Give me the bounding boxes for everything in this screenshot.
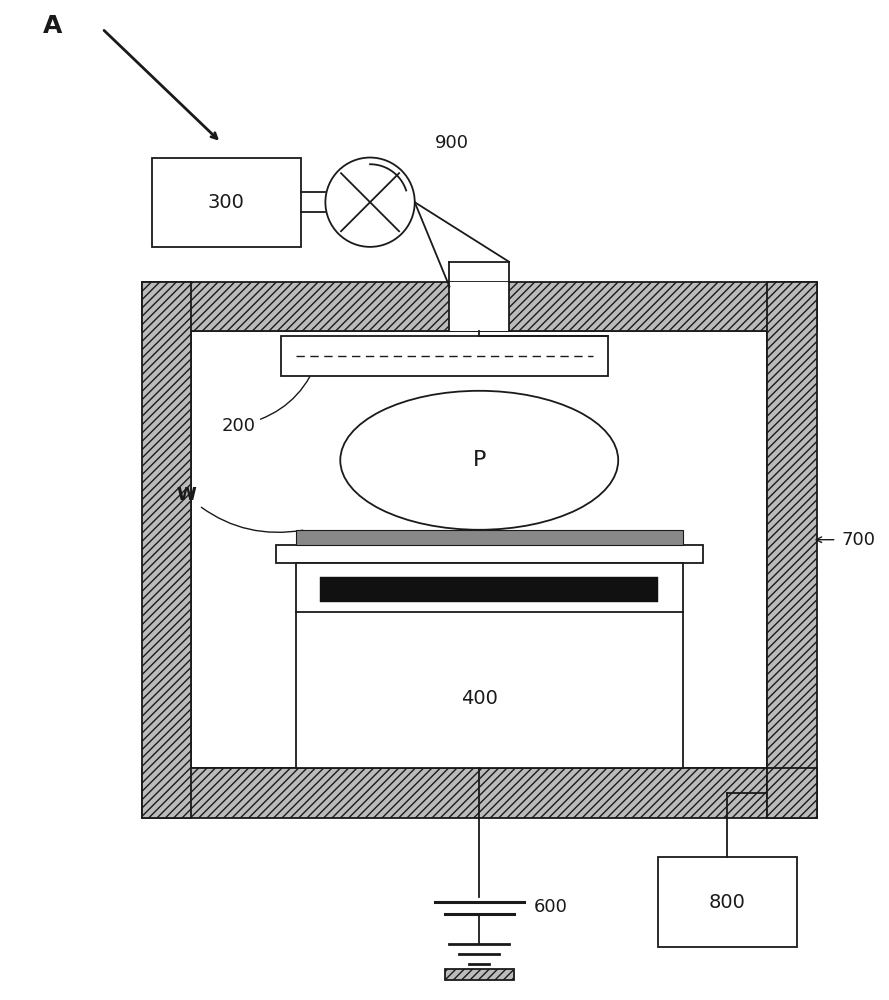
Text: 900: 900 — [435, 134, 469, 152]
Bar — [191, 331, 767, 768]
Bar — [276, 545, 702, 563]
Bar — [296, 530, 683, 545]
Text: W: W — [177, 486, 303, 532]
Text: A: A — [43, 14, 62, 38]
Text: P: P — [473, 450, 486, 470]
Text: 400: 400 — [461, 689, 498, 708]
Bar — [767, 768, 817, 818]
Bar — [141, 768, 817, 818]
Bar — [152, 158, 300, 247]
Bar — [767, 282, 817, 818]
Bar — [450, 282, 509, 331]
Bar — [296, 563, 683, 768]
Bar — [141, 282, 817, 331]
Ellipse shape — [340, 391, 618, 530]
Bar — [444, 969, 514, 980]
Text: 200: 200 — [221, 355, 319, 435]
Text: 300: 300 — [208, 193, 244, 212]
Text: 500: 500 — [479, 605, 520, 623]
Bar — [658, 857, 797, 947]
Text: 700: 700 — [842, 531, 876, 549]
Circle shape — [325, 158, 415, 247]
Bar — [141, 282, 191, 818]
Bar — [281, 336, 608, 376]
Text: 800: 800 — [709, 893, 746, 912]
Bar — [320, 577, 658, 602]
Text: 600: 600 — [533, 898, 568, 916]
